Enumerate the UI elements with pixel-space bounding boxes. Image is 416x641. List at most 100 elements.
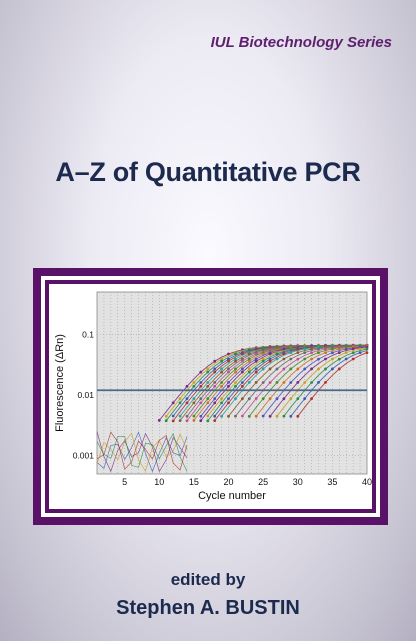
- curve-marker: [220, 357, 224, 361]
- curve-marker: [234, 359, 237, 363]
- curve-marker: [337, 347, 341, 351]
- y-axis-label: Fluorescence (ΔRn): [54, 334, 66, 432]
- amplification-curve: [276, 347, 368, 417]
- curve-marker: [254, 414, 258, 418]
- curve-marker: [310, 351, 313, 355]
- curve-marker: [268, 414, 272, 418]
- curve-marker: [171, 414, 175, 418]
- curve-marker: [289, 367, 293, 371]
- curve-marker: [185, 401, 189, 405]
- curve-marker: [296, 397, 300, 400]
- curve-marker: [241, 381, 244, 384]
- curve-marker: [185, 384, 189, 388]
- curve-marker: [227, 370, 230, 374]
- curve-marker: [227, 359, 230, 363]
- curve-marker: [254, 367, 258, 371]
- curve-marker: [234, 384, 237, 388]
- curve-marker: [234, 357, 237, 361]
- curve-marker: [296, 381, 300, 384]
- curve-marker: [247, 359, 251, 363]
- chart-frame-white: 0.001 0.01 0.1 5 10 15 20 25 30 35 40 Cycle number F…: [41, 276, 380, 517]
- curve-marker: [213, 397, 217, 400]
- curve-marker: [303, 357, 307, 361]
- curve-marker: [261, 414, 265, 418]
- y-tick-label: 0.01: [77, 390, 94, 400]
- series-title: IUL Biotechnology Series: [210, 34, 392, 51]
- curve-marker: [275, 352, 279, 356]
- curve-marker: [206, 401, 210, 405]
- curve-marker: [268, 367, 272, 371]
- x-tick-label: 20: [224, 477, 234, 487]
- amplification-curve: [262, 346, 368, 417]
- curve-marker: [227, 381, 230, 384]
- curve-marker: [331, 367, 334, 371]
- curve-marker: [331, 351, 334, 355]
- curve-marker: [317, 347, 320, 351]
- curve-marker: [310, 397, 313, 400]
- curve-marker: [206, 370, 210, 374]
- curve-marker: [351, 357, 355, 361]
- curve-marker: [213, 419, 217, 422]
- curve-marker: [213, 401, 217, 405]
- curve-marker: [344, 347, 348, 351]
- curve-marker: [289, 381, 293, 384]
- curve-marker: [227, 367, 230, 371]
- curve-marker: [358, 351, 362, 354]
- curve-marker: [261, 367, 265, 371]
- curve-marker: [324, 347, 327, 351]
- curve-marker: [178, 401, 182, 405]
- curve-marker: [317, 367, 320, 371]
- curve-marker: [206, 381, 210, 384]
- curve-marker: [303, 351, 307, 354]
- curve-marker: [324, 367, 327, 371]
- curve-marker: [178, 397, 182, 400]
- curve-marker: [282, 357, 286, 361]
- x-axis-label: Cycle number: [198, 490, 266, 502]
- curve-marker: [247, 414, 251, 418]
- curve-marker: [247, 397, 251, 400]
- curve-marker: [261, 359, 265, 363]
- curve-marker: [206, 397, 210, 400]
- curve-marker: [192, 384, 196, 388]
- curve-marker: [324, 381, 327, 384]
- curve-marker: [337, 357, 341, 361]
- curve-marker: [234, 381, 237, 384]
- curve-marker: [234, 414, 237, 418]
- curve-marker: [268, 359, 272, 363]
- curve-marker: [171, 401, 175, 405]
- curve-marker: [317, 381, 320, 384]
- curve-marker: [254, 397, 258, 400]
- curve-marker: [282, 414, 286, 418]
- amplification-curve: [269, 346, 368, 417]
- curve-marker: [199, 401, 203, 405]
- curve-marker: [220, 401, 224, 405]
- curve-marker: [289, 397, 293, 400]
- curve-marker: [192, 419, 196, 422]
- y-tick-label: 0.1: [82, 329, 94, 339]
- curve-marker: [227, 401, 230, 405]
- curve-marker: [344, 357, 348, 361]
- curve-marker: [241, 384, 244, 388]
- curve-marker: [254, 381, 258, 384]
- curve-marker: [220, 414, 224, 418]
- book-title: A–Z of Quantitative PCR: [55, 157, 361, 187]
- curve-marker: [213, 367, 217, 371]
- curve-marker: [275, 357, 279, 361]
- curve-marker: [331, 357, 334, 361]
- curve-marker: [241, 414, 244, 418]
- curve-marker: [289, 357, 293, 361]
- editor-name: Stephen A. BUSTIN: [116, 597, 300, 619]
- curve-marker: [303, 397, 307, 400]
- curve-marker: [351, 351, 355, 355]
- edited-by-label: edited by: [170, 570, 246, 589]
- curve-marker: [227, 414, 230, 418]
- curve-marker: [220, 367, 224, 371]
- curve-marker: [303, 367, 307, 371]
- chart-frame-inner: 0.001 0.01 0.1 5 10 15 20 25 30 35 40 Cycle number F…: [45, 280, 376, 513]
- curve-marker: [365, 347, 369, 351]
- curve-marker: [261, 397, 265, 400]
- curve-marker: [254, 370, 258, 374]
- curve-marker: [247, 357, 251, 361]
- curve-marker: [261, 357, 265, 361]
- x-tick-label: 10: [154, 477, 164, 487]
